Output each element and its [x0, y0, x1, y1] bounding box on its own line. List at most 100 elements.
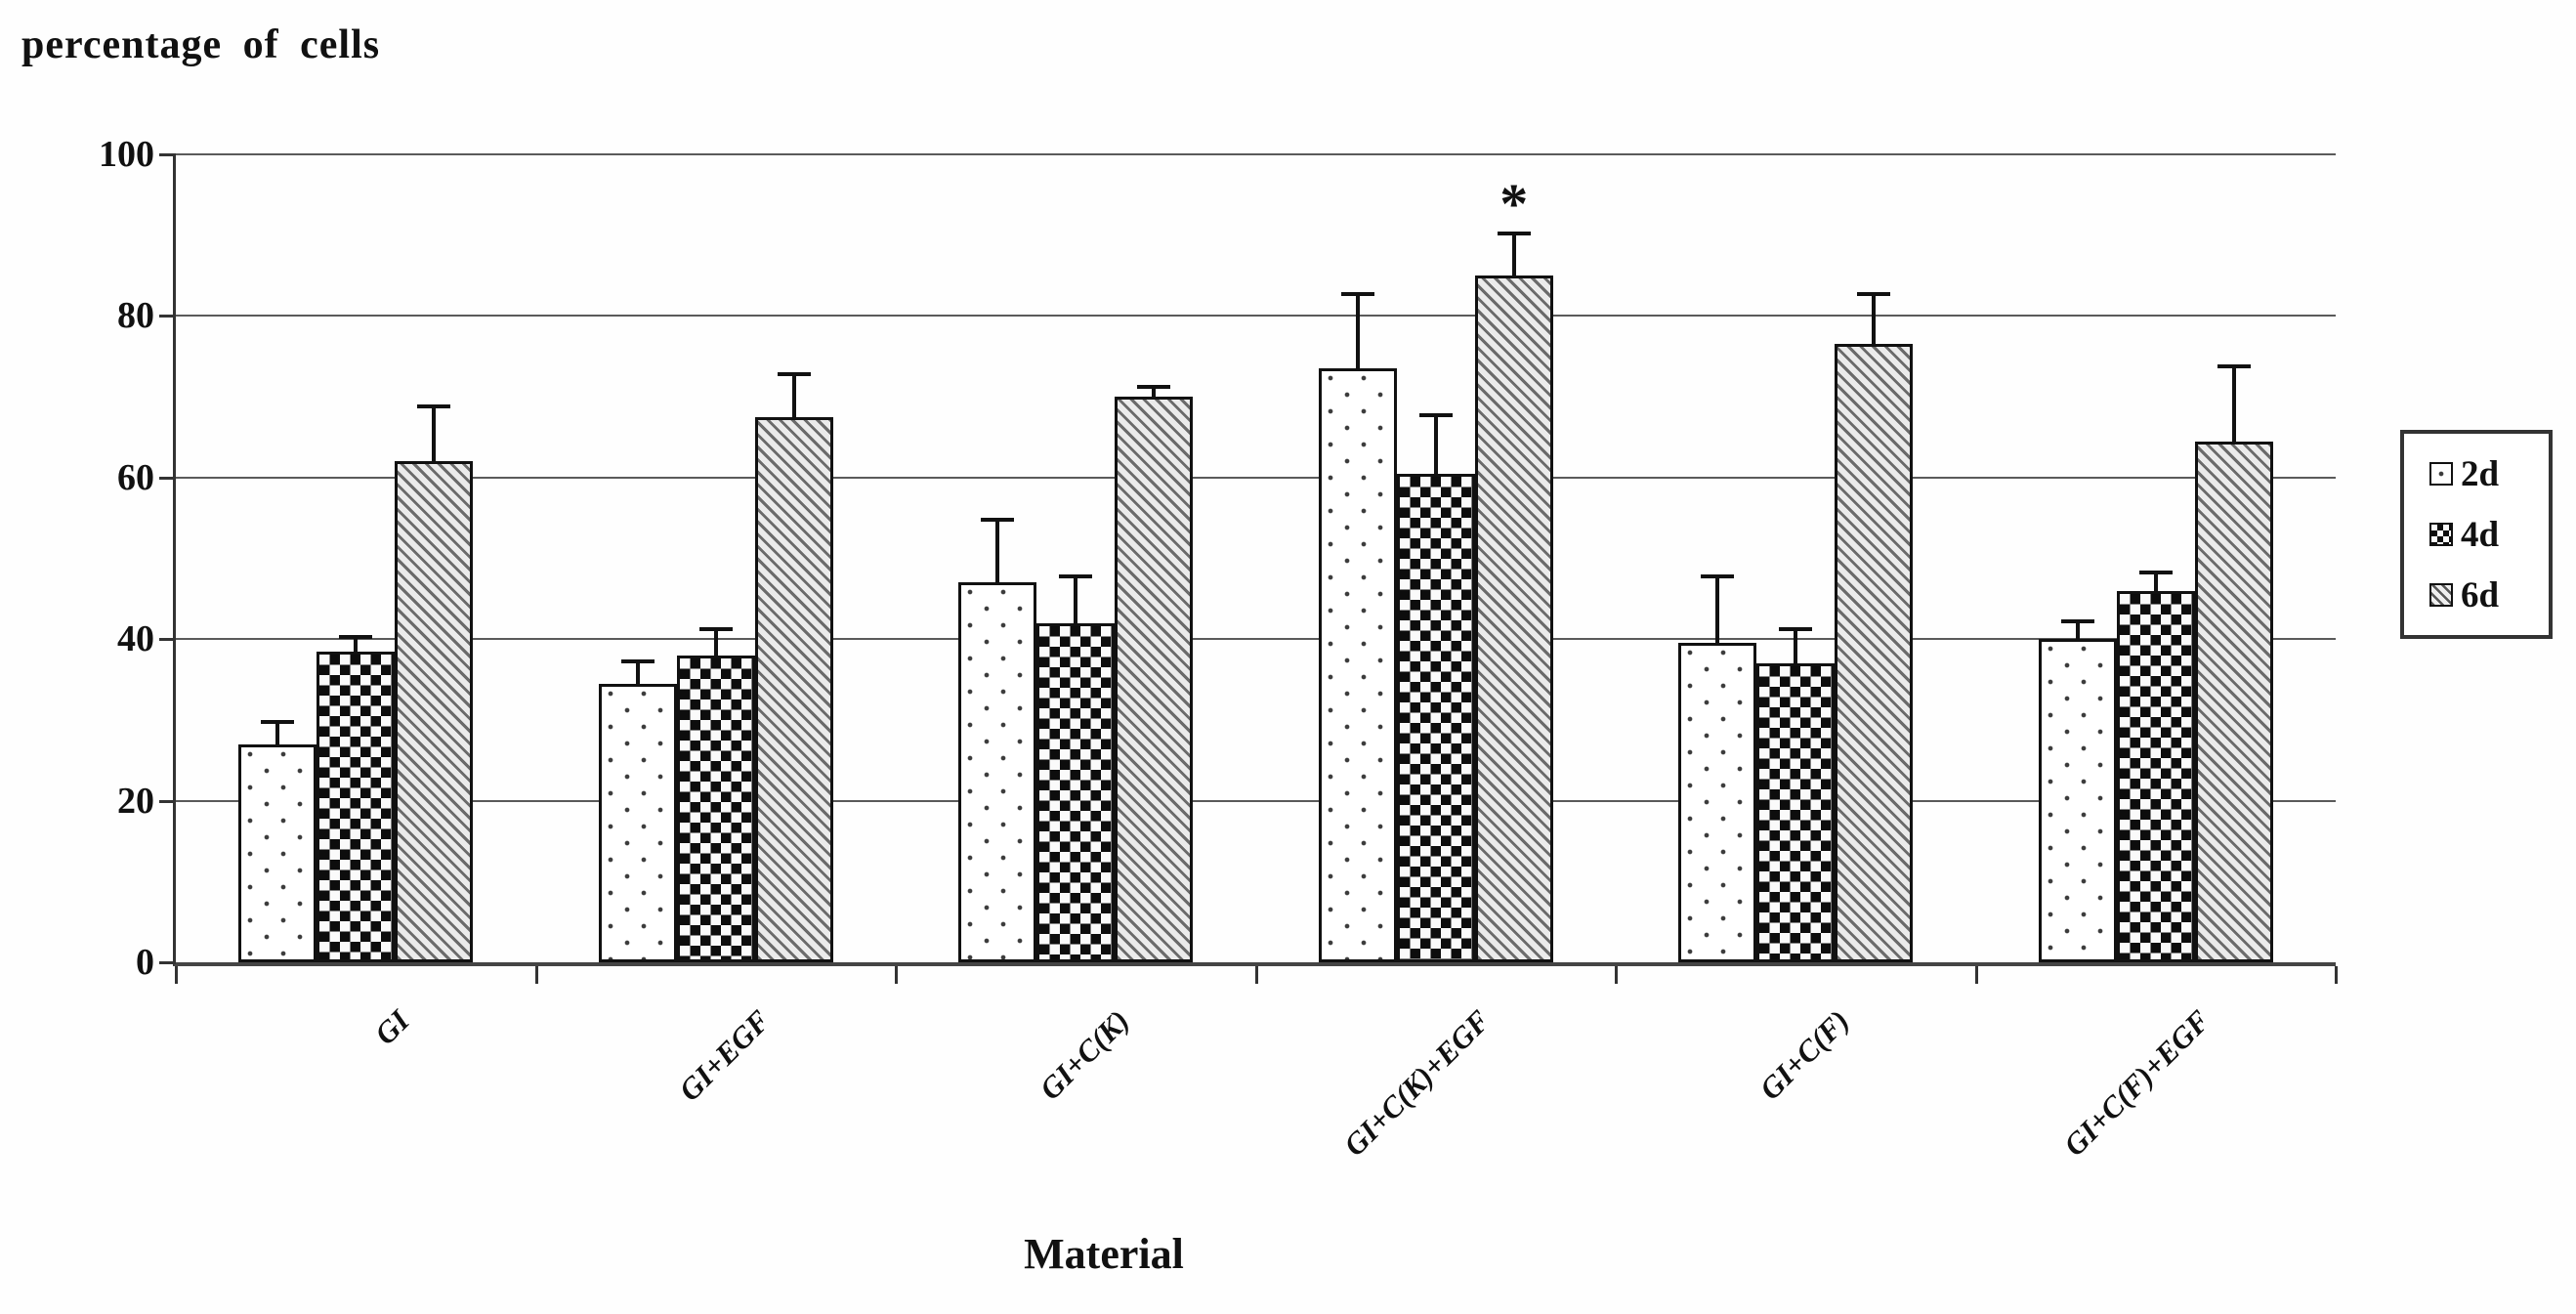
bar-6d-GI+EGF: [754, 416, 833, 962]
x-tick-mark: [1615, 966, 1618, 984]
error-bar-stem: [354, 635, 359, 652]
error-bar-cap: [2060, 618, 2094, 623]
error-bar-stem: [2231, 364, 2236, 442]
error-bar-cap: [1059, 574, 1093, 579]
x-category-label: GI+C(F)+EGF: [2056, 1003, 2217, 1164]
y-tick-label: 100: [99, 134, 154, 175]
error-bar: [2217, 364, 2251, 442]
y-tick-label: 60: [117, 456, 154, 498]
legend-item-2d: 2d: [2429, 456, 2549, 492]
error-bar-stem: [2153, 570, 2158, 591]
error-bar: [1779, 626, 1813, 664]
error-bar-stem: [713, 626, 718, 656]
plot-area: *: [159, 153, 2338, 984]
error-bar-stem: [1872, 291, 1877, 345]
gridline: [176, 799, 2336, 802]
error-bar: [261, 719, 295, 744]
error-bar-stem: [1715, 574, 1720, 644]
x-tick-mark: [175, 966, 178, 984]
error-bar-stem: [635, 658, 640, 684]
bar-6d-GI+C(K): [1115, 397, 1194, 962]
bar-4d-GI+C(K): [1036, 622, 1116, 962]
bar-2d-GI+C(F)+EGF: [2038, 639, 2117, 962]
bar-2d-GI+C(F): [1678, 643, 1757, 962]
error-bar-cap: [417, 404, 451, 409]
bar-4d-GI+C(F)+EGF: [2116, 590, 2195, 962]
error-bar: [1497, 231, 1531, 276]
y-tick-label: 80: [117, 295, 154, 337]
y-tick-mark: [159, 153, 176, 156]
x-category-label: GI: [367, 1003, 416, 1052]
bar-6d-GI+C(F): [1835, 344, 1914, 962]
error-bar-stem: [432, 404, 437, 462]
gridline: [176, 476, 2336, 479]
bar-6d-GI+C(F)+EGF: [2194, 441, 2273, 962]
error-bar-cap: [2138, 570, 2173, 574]
x-category-label: GI+EGF: [671, 1003, 777, 1108]
legend-label: 4d: [2461, 514, 2500, 555]
error-bar-cap: [339, 635, 373, 640]
error-bar: [1340, 291, 1374, 369]
bar-2d-GI+EGF: [598, 683, 677, 962]
error-bar-cap: [1857, 291, 1891, 296]
error-bar-stem: [275, 719, 280, 744]
error-bar: [1059, 574, 1093, 623]
error-bar-cap: [1340, 291, 1374, 296]
x-category-label: GI+C(K): [1033, 1003, 1136, 1107]
error-bar-stem: [995, 518, 1000, 583]
error-bar: [698, 626, 733, 656]
legend: 2d 4d 6d: [2400, 430, 2553, 639]
error-bar: [2138, 570, 2173, 591]
chart-title: percentage of cells: [21, 22, 381, 67]
y-tick-mark: [159, 961, 176, 964]
legend-item-4d: 4d: [2429, 517, 2549, 553]
error-bar: [777, 372, 811, 417]
checker-pattern-swatch-icon: [2429, 523, 2453, 546]
y-tick-mark: [159, 638, 176, 642]
error-bar-stem: [1794, 626, 1798, 664]
bar-6d-GI: [395, 461, 474, 962]
significance-asterisk: *: [1499, 171, 1529, 235]
error-bar-stem: [1074, 574, 1078, 623]
error-bar-cap: [981, 518, 1015, 523]
bar-6d-GI+C(K)+EGF: [1474, 276, 1553, 962]
error-bar-cap: [698, 626, 733, 631]
error-bar: [620, 658, 655, 684]
x-tick-mark: [534, 966, 538, 984]
gridline: [176, 638, 2336, 641]
error-bar: [339, 635, 373, 652]
error-bar-cap: [2217, 364, 2251, 369]
error-bar-stem: [1355, 291, 1360, 369]
error-bar-stem: [1511, 231, 1516, 276]
bar-4d-GI+EGF: [676, 655, 755, 962]
x-tick-mark: [1254, 966, 1258, 984]
y-tick-mark: [159, 476, 176, 480]
error-bar-stem: [1433, 412, 1438, 474]
error-bar: [1418, 412, 1453, 474]
bar-4d-GI: [317, 651, 396, 962]
bar-4d-GI+C(F): [1756, 663, 1836, 962]
error-bar: [1137, 384, 1171, 398]
legend-item-6d: 6d: [2429, 577, 2549, 614]
legend-label: 2d: [2461, 453, 2500, 494]
error-bar: [1857, 291, 1891, 345]
error-bar: [2060, 618, 2094, 640]
x-category-label: GI+C(F): [1753, 1003, 1856, 1107]
gridline: [176, 315, 2336, 318]
error-bar: [417, 404, 451, 462]
x-tick-mark: [2335, 966, 2338, 984]
error-bar-cap: [1418, 412, 1453, 417]
error-bar-stem: [791, 372, 796, 417]
y-tick-mark: [159, 315, 176, 318]
legend-label: 6d: [2461, 574, 2500, 615]
error-bar-cap: [1779, 626, 1813, 631]
y-tick-mark: [159, 799, 176, 803]
y-tick-label: 40: [117, 618, 154, 660]
error-bar-cap: [1137, 384, 1171, 389]
bar-4d-GI+C(K)+EGF: [1396, 473, 1475, 962]
bar-2d-GI+C(K): [958, 582, 1037, 962]
y-tick-label: 0: [136, 942, 154, 983]
error-bar-cap: [1497, 231, 1531, 235]
error-bar-cap: [261, 719, 295, 724]
